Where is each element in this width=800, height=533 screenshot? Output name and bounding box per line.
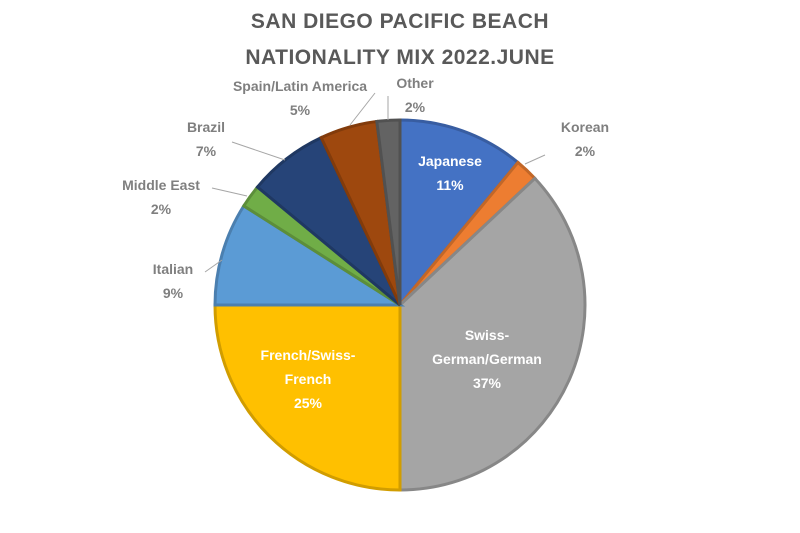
pie-label-french-swiss-french: French/Swiss- French 25% [261, 347, 356, 411]
slice-category-label: Italian [153, 261, 193, 277]
slice-category-label: Korean [561, 119, 609, 135]
slice-category-label: Japanese [418, 153, 482, 169]
pie-label-middle-east: Middle East 2% [122, 177, 200, 217]
slice-category-label: Middle East [122, 177, 200, 193]
slice-category-label: French/Swiss- [261, 347, 356, 363]
pie-label-japanese: Japanese 11% [418, 153, 482, 193]
slice-value-label: 5% [290, 102, 311, 118]
leader-line [204, 259, 223, 273]
slice-category-label: Other [396, 75, 434, 91]
pie-label-swiss-german-german: Swiss- German/German 37% [432, 327, 542, 391]
pie-slice-japanese [398, 118, 521, 310]
pie-slice-italian [213, 203, 406, 307]
leader-line [211, 187, 248, 197]
leader-line [231, 141, 286, 161]
slice-value-label: 2% [151, 201, 172, 217]
pie-label-brazil: Brazil 7% [187, 119, 225, 159]
slice-category-label: Swiss- [465, 327, 510, 343]
slice-category-label: French [285, 371, 332, 387]
slice-category-label: German/German [432, 351, 542, 367]
pie-slice-swiss-german-german [398, 176, 587, 492]
pie-label-italian: Italian 9% [153, 261, 193, 301]
slice-value-label: 2% [405, 99, 426, 115]
pie-label-spain-latin-america: Spain/Latin America 5% [233, 78, 367, 118]
slice-value-label: 2% [575, 143, 596, 159]
chart-title-line-2: NATIONALITY MIX 2022.JUNE [245, 46, 555, 69]
chart-title-line-1: SAN DIEGO PACIFIC BEACH [250, 10, 550, 33]
slice-value-label: 11% [436, 177, 464, 193]
leader-line [349, 92, 376, 126]
pie-label-other: Other 2% [396, 75, 434, 115]
slice-category-label: Brazil [187, 119, 225, 135]
slice-value-label: 37% [473, 375, 502, 391]
slice-category-label: Spain/Latin America [233, 78, 367, 94]
slice-value-label: 7% [196, 143, 217, 159]
leader-line [524, 154, 546, 165]
pie-slice-other [375, 118, 402, 306]
pie-slice-french-swiss-french [213, 303, 402, 492]
slice-value-label: 25% [294, 395, 323, 411]
pie-label-korean: Korean 2% [561, 119, 609, 159]
slice-value-label: 9% [163, 285, 184, 301]
